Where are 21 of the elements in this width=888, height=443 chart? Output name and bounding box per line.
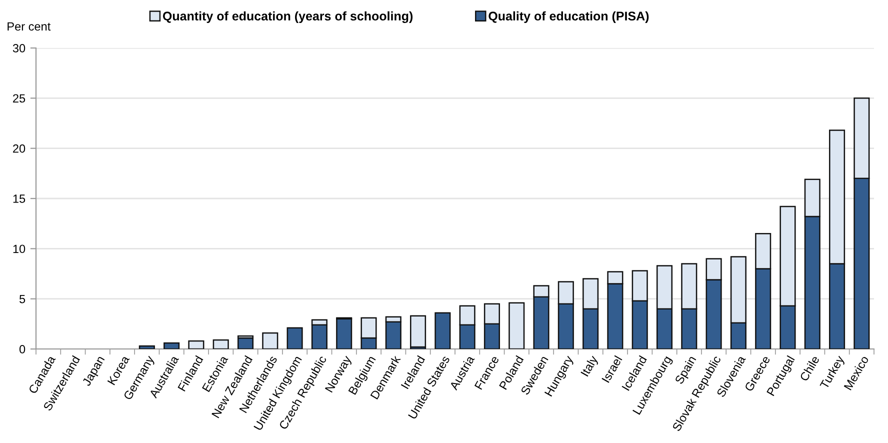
y-tick-label: 5 [19, 294, 26, 304]
bar [262, 332, 278, 349]
bar [336, 318, 352, 349]
y-tick-label: 25 [13, 94, 26, 103]
bar [508, 302, 525, 349]
bar [164, 342, 180, 349]
legend-label: Quantity of education (years of schooling) [162, 11, 413, 24]
y-tick-label: 10 [13, 244, 26, 254]
y-axis-title: Per cent [8, 22, 51, 31]
bar [286, 327, 303, 349]
y-tick-label: 0 [19, 345, 26, 354]
y-tick-label: 20 [13, 144, 26, 153]
y-tick-label: 15 [13, 194, 26, 203]
bar [138, 345, 155, 349]
bar [188, 340, 204, 349]
bar [410, 315, 426, 348]
bar [237, 337, 254, 349]
legend-label: Quality of education (PISA) [488, 11, 649, 23]
bar [434, 312, 451, 349]
y-tick-label: 30 [12, 44, 26, 52]
bar [212, 339, 229, 349]
